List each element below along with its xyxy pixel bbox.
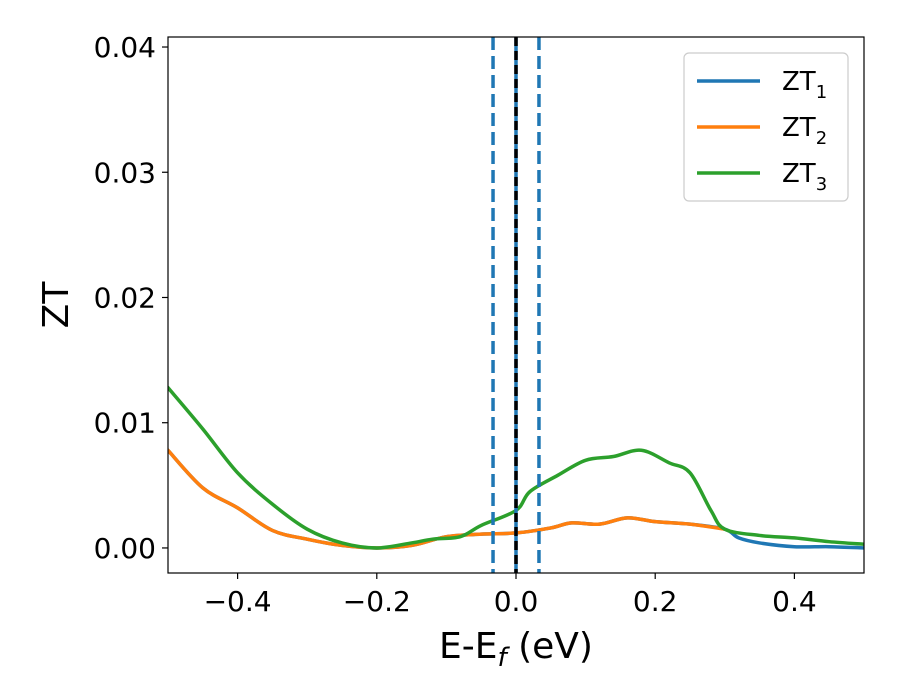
series-layer	[168, 385, 864, 550]
legend: ZT1 ZT2 ZT3	[683, 52, 849, 202]
x-axis-ticks: −0.4 −0.2 0.0 0.2 0.4	[204, 573, 817, 618]
series-line-zt3	[168, 385, 864, 550]
x-tick-label: 0.2	[633, 585, 678, 618]
y-axis-ticks: 0.00 0.01 0.02 0.03 0.04	[94, 31, 168, 565]
y-axis-label: ZT	[36, 281, 77, 329]
legend-entry-zt1: ZT1	[782, 67, 827, 103]
x-tick-label: 0.0	[494, 585, 539, 618]
x-axis-label: E-Ef (eV)	[439, 626, 593, 673]
y-tick-label: 0.02	[94, 281, 156, 314]
y-tick-label: 0.04	[94, 31, 156, 64]
series-line-zt2	[168, 448, 727, 550]
y-tick-label: 0.01	[94, 407, 156, 440]
reference-lines	[491, 37, 541, 573]
x-tick-label: 0.4	[772, 585, 817, 618]
y-tick-label: 0.00	[94, 532, 156, 565]
legend-entry-zt2: ZT2	[782, 113, 827, 149]
x-tick-label: −0.2	[343, 585, 411, 618]
legend-box	[683, 52, 849, 202]
x-tick-label: −0.4	[204, 585, 272, 618]
legend-entry-zt3: ZT3	[782, 159, 827, 195]
y-tick-label: 0.03	[94, 156, 156, 189]
